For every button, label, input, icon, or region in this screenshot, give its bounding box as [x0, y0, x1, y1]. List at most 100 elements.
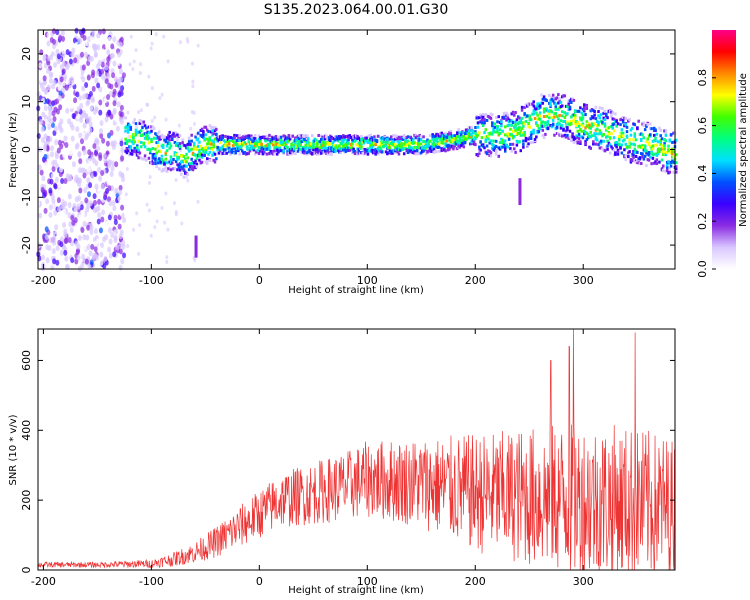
spectrogram-cell [522, 142, 525, 146]
spectrogram-cell [138, 119, 142, 123]
spectrogram-cell [57, 122, 62, 129]
spectrogram-cell [163, 138, 166, 142]
spectrogram-cell [538, 117, 542, 121]
spectrogram-cell [138, 223, 142, 228]
spectrogram-cell [619, 123, 622, 127]
spectrogram-cell [493, 130, 497, 134]
spectrogram-cell [640, 161, 643, 165]
spectrogram-cell [166, 227, 170, 232]
spectrogram-cell [342, 148, 345, 152]
spectrogram-cell [443, 148, 446, 152]
spectrogram-cell [388, 145, 392, 149]
spectrogram-cell [396, 137, 399, 141]
spectrogram-cell [244, 152, 248, 156]
spectrogram-cell [440, 133, 443, 137]
spectrogram-cell [379, 145, 383, 149]
x-tick-label: -200 [31, 575, 56, 588]
spectrogram-cell [507, 118, 511, 122]
spectrogram-cell [410, 146, 414, 150]
spectrogram-cell [662, 168, 665, 172]
spectrogram-cell [471, 138, 475, 142]
spectrogram-cell [56, 197, 61, 204]
spectrogram-cell [647, 134, 651, 138]
spectrogram-cell [386, 146, 389, 150]
spectrogram-cell [54, 139, 59, 146]
spectrogram-cell [478, 116, 481, 120]
spectrogram-cell [667, 160, 670, 164]
spectrogram-cell [160, 154, 164, 158]
spectrogram-cell [88, 158, 93, 165]
spectrogram-cell [84, 133, 89, 140]
spectrogram-cell [605, 114, 608, 118]
spectrogram-cell [448, 135, 451, 139]
x-tick-label: 0 [256, 274, 263, 287]
spectrogram-cell [614, 120, 617, 124]
spectrogram-cell [194, 166, 197, 170]
spectrogram-cell [43, 153, 48, 160]
spectrogram-cell [75, 91, 80, 98]
spectrogram-cell [456, 135, 459, 139]
spectrogram-cell [86, 224, 91, 231]
spectrogram-cell [436, 145, 440, 149]
spectrogram-cell [325, 141, 328, 145]
spectrogram-cell [478, 149, 481, 153]
spectrogram-cell [247, 136, 250, 140]
spectrogram-cell [340, 142, 344, 146]
spectrogram-cell [369, 134, 372, 138]
spectrogram-cell [91, 85, 96, 92]
spectrogram-cell [107, 246, 112, 253]
spectrogram-cell [342, 145, 345, 149]
spectrogram-cell [101, 73, 106, 80]
spectrogram-cell [69, 76, 74, 83]
spectrogram-cell [632, 153, 635, 157]
spectrogram-cell [110, 43, 115, 50]
spectrogram-cell [187, 162, 191, 166]
spectrogram-cell [58, 104, 63, 111]
spectrogram-cell [139, 108, 143, 113]
spectrogram-cell [360, 151, 363, 155]
spectrogram-cell [168, 164, 172, 169]
spectrogram-cell [564, 129, 568, 133]
spectrogram-cell [471, 129, 475, 133]
spectrogram-cell [49, 178, 54, 185]
spectrogram-cell [141, 133, 144, 137]
spectrogram-cell [652, 161, 656, 165]
spectrogram-cell [413, 133, 416, 137]
spectrogram-cell [610, 145, 613, 149]
spectrogram-cell [286, 146, 289, 150]
spectrogram-cell [208, 150, 212, 154]
spectrogram-cell [134, 153, 138, 157]
spectrogram-cell [369, 146, 372, 150]
spectrogram-cell [202, 133, 205, 137]
spectrogram-cell [149, 233, 153, 238]
spectrogram-cell [419, 146, 423, 150]
spectrogram-cell [430, 149, 433, 153]
spectrogram-cell [199, 152, 203, 156]
spectrogram-cell [515, 118, 519, 122]
spectrogram-cell [46, 32, 51, 39]
spectrogram-cell [168, 160, 171, 164]
spectrogram-cell [375, 150, 379, 154]
spectrogram-cell [576, 135, 580, 139]
spectrogram-cell [270, 151, 274, 155]
spectrogram-cell [205, 137, 209, 141]
spectrogram-cell [204, 146, 208, 150]
spectrogram-cell [336, 137, 340, 141]
spectrogram-cell [373, 138, 376, 142]
spectrogram-cell [133, 118, 136, 122]
spectrogram-cell [531, 102, 534, 106]
spectrogram-cell [281, 149, 284, 153]
spectrogram-cell [165, 161, 169, 165]
spectrogram-cell [436, 136, 440, 140]
spectrogram-cell [296, 138, 300, 142]
spectrogram-cell [518, 190, 522, 194]
spectrogram-cell [391, 142, 394, 146]
spectrogram-cell [260, 149, 263, 153]
spectrogram-cell [111, 200, 116, 207]
spectrogram-cell [154, 32, 158, 37]
spectrogram-cell [264, 137, 267, 141]
spectrogram-cell [273, 149, 276, 153]
spectrogram-cell [161, 159, 165, 163]
spectrogram-cell [497, 146, 501, 150]
spectrogram-cell [100, 169, 105, 176]
